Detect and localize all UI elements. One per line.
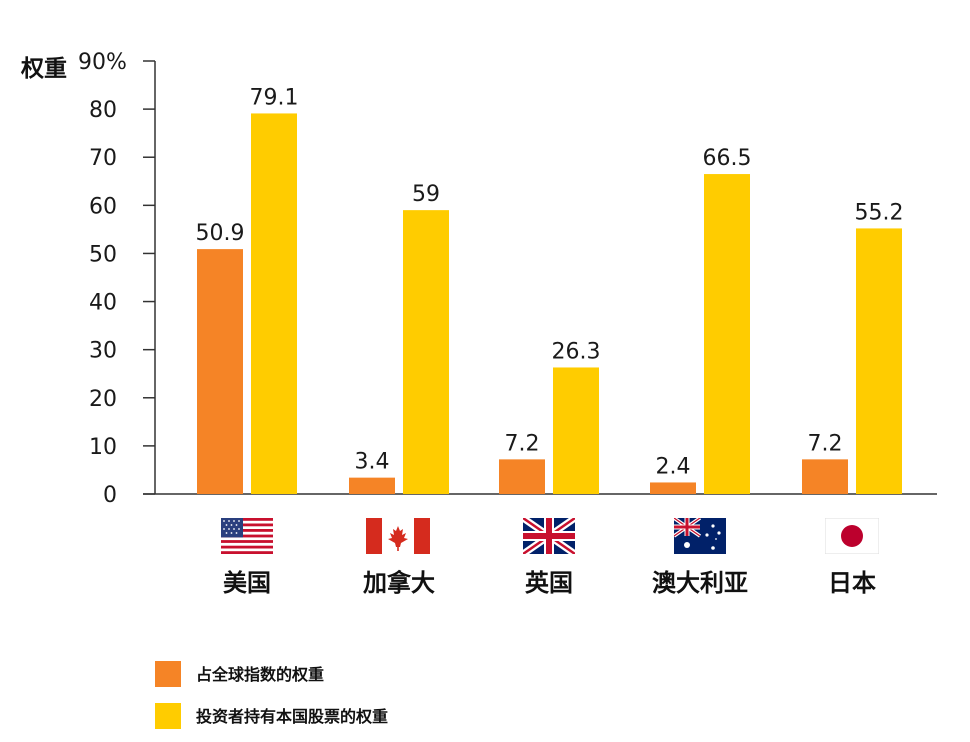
axes: 权重 90% 80 70 60 50 40 30 20 10 0	[20, 50, 937, 508]
y-tick-label: 20	[89, 387, 117, 412]
bar-value-label: 2.4	[656, 454, 691, 479]
y-tick-label: 90%	[78, 50, 127, 75]
category-label-us: 美国	[223, 568, 271, 597]
y-tick-label: 40	[89, 291, 117, 316]
canada-flag-icon	[366, 518, 430, 554]
bar-domestic-weight-0	[251, 113, 297, 495]
y-tick-label: 50	[89, 242, 117, 267]
legend-swatch-domestic-weight	[155, 703, 181, 729]
bar-index-weight-3	[650, 482, 696, 494]
data-labels: 50.9 79.1 3.4 59 7.2 26.3 2.4 66.5 7.2 55.2	[196, 85, 904, 479]
bar-index-weight-4	[802, 459, 848, 494]
bar-index-weight-0	[197, 249, 243, 494]
bar-value-label: 79.1	[250, 85, 299, 110]
bar-value-label: 55.2	[855, 200, 904, 225]
bar-domestic-weight-3	[704, 174, 750, 495]
bar-domestic-weight-2	[553, 367, 599, 494]
y-tick-label: 30	[89, 339, 117, 364]
us-flag-icon	[221, 518, 273, 554]
bar-value-label: 50.9	[196, 221, 245, 246]
y-tick-label: 10	[89, 435, 117, 460]
bar-value-label: 7.2	[808, 431, 843, 456]
uk-flag-icon	[523, 518, 575, 554]
category-label-japan: 日本	[828, 568, 876, 597]
bar-domestic-weight-1	[403, 210, 449, 494]
legend-label-domestic-weight: 投资者持有本国股票的权重	[196, 707, 388, 726]
y-tick-label: 60	[89, 194, 117, 219]
bar-index-weight-2	[499, 459, 545, 494]
australia-flag-icon	[674, 518, 726, 554]
category-label-canada: 加拿大	[363, 568, 435, 597]
bar-series	[197, 113, 902, 495]
legend: 占全球指数的权重 投资者持有本国股票的权重	[155, 661, 388, 729]
legend-label-index-weight: 占全球指数的权重	[196, 665, 324, 684]
bar-index-weight-1	[349, 477, 395, 494]
category-label-uk: 英国	[525, 568, 573, 597]
bar-value-label: 59	[412, 182, 440, 207]
bar-value-label: 26.3	[552, 339, 601, 364]
y-axis-ticks: 90% 80 70 60 50 40 30 20 10 0	[78, 50, 155, 508]
y-tick-label: 70	[89, 146, 117, 171]
y-axis-title: 权重	[20, 55, 67, 82]
bar-value-label: 66.5	[703, 146, 752, 171]
japan-flag-icon	[825, 518, 879, 554]
y-tick-label: 0	[103, 483, 117, 508]
bar-value-label: 3.4	[355, 450, 390, 475]
legend-swatch-index-weight	[155, 661, 181, 687]
category-label-australia: 澳大利亚	[652, 568, 748, 597]
y-tick-label: 80	[89, 98, 117, 123]
bar-domestic-weight-4	[856, 228, 902, 494]
bar-value-label: 7.2	[505, 431, 540, 456]
